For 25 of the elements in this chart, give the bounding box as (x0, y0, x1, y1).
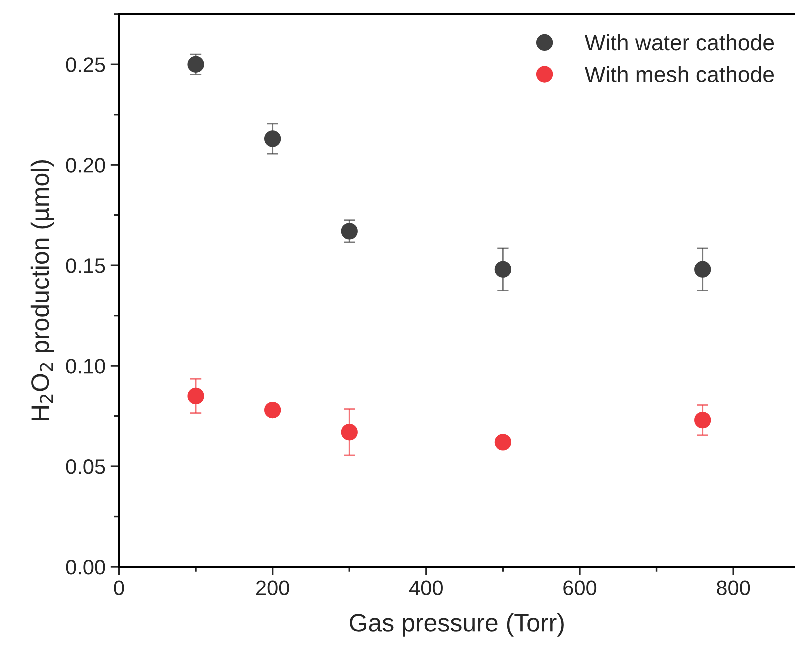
point (494, 261, 512, 278)
y-tick-label: 0.15 (66, 258, 106, 274)
x-tick-label: 800 (717, 580, 750, 596)
x-axis-title: Gas pressure (Torr) (350, 614, 564, 637)
legend-label: With water cathode (584, 34, 774, 51)
y-tick-label: 0.05 (66, 460, 106, 474)
point (694, 261, 712, 278)
point (264, 402, 282, 419)
point (694, 412, 712, 429)
y-tick-label: 0.00 (66, 560, 106, 575)
point (341, 424, 358, 441)
point (494, 434, 512, 451)
y-axis-title: H$_{2}$O$_{2}$ production (µmol) (30, 160, 54, 421)
y-tick-label: 0.20 (66, 158, 106, 173)
y-tick-label: 0.25 (66, 58, 106, 72)
y-tick-label: 0.10 (66, 359, 106, 374)
x-tick-label: 400 (410, 580, 443, 596)
point (188, 388, 204, 405)
point (264, 130, 282, 148)
x-tick-label: 0 (114, 580, 124, 596)
x-tick-label: 600 (564, 580, 597, 596)
legend-label: With mesh cathode (584, 66, 774, 83)
point (341, 223, 358, 240)
point (188, 56, 204, 73)
x-tick-label: 200 (256, 580, 290, 596)
